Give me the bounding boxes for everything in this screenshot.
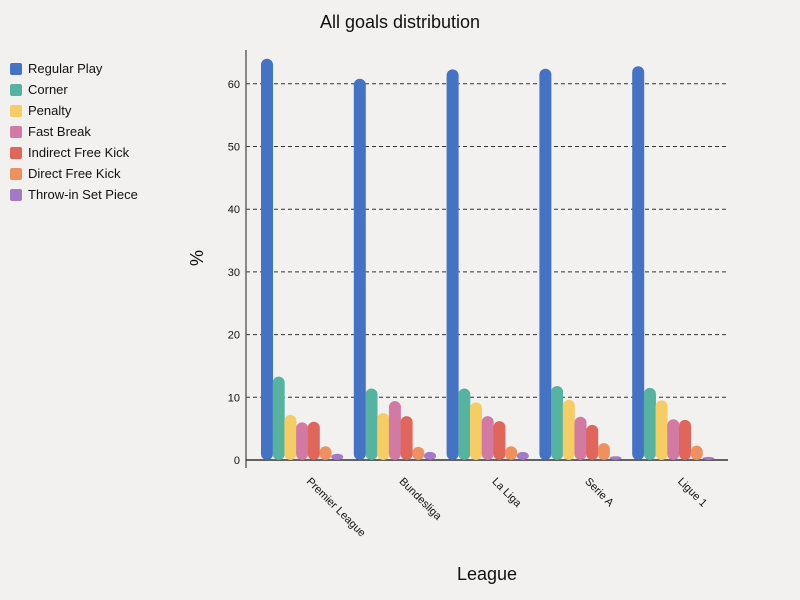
x-tick-label: La Liga [489, 476, 524, 511]
bar-fast-break [388, 401, 401, 460]
bar-throw-in-set-piece [424, 451, 436, 460]
legend-swatch [10, 62, 22, 75]
legend-item: Penalty [10, 100, 138, 121]
bar-direct-free-kick [690, 445, 703, 460]
legend-swatch [10, 167, 22, 180]
y-tick-label: 50 [228, 142, 240, 154]
y-tick-label: 0 [234, 455, 240, 467]
legend-label: Indirect Free Kick [28, 145, 130, 160]
bar-direct-free-kick [505, 446, 518, 460]
bar-fast-break [574, 416, 587, 460]
y-axis-label: % [187, 250, 207, 266]
y-tick-label: 40 [228, 204, 240, 216]
bar-penalty [470, 402, 482, 460]
bar-direct-free-kick [597, 443, 610, 460]
bar-corner [643, 387, 656, 460]
bar-throw-in-set-piece [702, 456, 715, 460]
x-tick-label: Bundesliga [397, 476, 445, 524]
bar-indirect-free-kick [586, 424, 599, 460]
bar-penalty [655, 400, 668, 460]
bar-fast-break [481, 416, 494, 460]
bar-throw-in-set-piece [516, 451, 529, 460]
legend-item: Direct Free Kick [10, 163, 138, 184]
bar-corner [365, 388, 378, 460]
bar-penalty [377, 412, 390, 460]
bar-indirect-free-kick [307, 421, 320, 460]
legend-label: Corner [28, 82, 68, 97]
legend-swatch [10, 188, 22, 201]
chart-title: All goals distribution [319, 12, 481, 32]
bar-throw-in-set-piece [331, 453, 344, 460]
y-tick-label: 60 [228, 79, 240, 91]
legend: Regular Play Corner Penalty Fast Break Indir… [10, 58, 138, 205]
bar-indirect-free-kick [400, 416, 413, 460]
bar-throw-in-set-piece [609, 456, 622, 460]
legend-item: Regular Play [10, 58, 138, 79]
bar-corner [458, 388, 471, 460]
legend-swatch [10, 83, 22, 96]
bar-regular-play [632, 66, 645, 460]
y-tick-label: 10 [228, 392, 240, 404]
y-tick-label: 20 [228, 330, 240, 342]
bar-penalty [562, 399, 575, 460]
legend-label: Throw-in Set Piece [28, 187, 138, 202]
bar-indirect-free-kick [493, 421, 506, 460]
bar-regular-play [539, 68, 552, 460]
x-axis-label: League [457, 564, 517, 584]
y-tick-label: 30 [228, 267, 240, 279]
legend-item: Fast Break [10, 121, 138, 142]
bar-fast-break [667, 419, 680, 460]
legend-label: Regular Play [28, 61, 103, 76]
legend-swatch [10, 104, 22, 117]
bar-regular-play [446, 69, 459, 460]
legend-label: Direct Free Kick [28, 166, 121, 181]
legend-item: Corner [10, 79, 138, 100]
bar-direct-free-kick [319, 446, 332, 460]
bar-corner [551, 386, 564, 460]
bar-regular-play [261, 58, 273, 460]
bar-indirect-free-kick [679, 419, 691, 460]
bar-fast-break [296, 422, 309, 460]
bar-penalty [284, 414, 297, 460]
bar-regular-play [353, 78, 366, 460]
x-tick-label: Serie A [582, 476, 616, 510]
legend-label: Fast Break [28, 124, 91, 139]
legend-swatch [10, 125, 22, 138]
x-tick-label: Premier League [304, 476, 368, 540]
bar-corner [272, 376, 285, 460]
legend-label: Penalty [28, 103, 72, 118]
bar-direct-free-kick [412, 446, 425, 460]
legend-item: Indirect Free Kick [10, 142, 138, 163]
x-tick-label: Ligue 1 [675, 476, 709, 510]
legend-item: Throw-in Set Piece [10, 184, 138, 205]
legend-swatch [10, 146, 22, 159]
